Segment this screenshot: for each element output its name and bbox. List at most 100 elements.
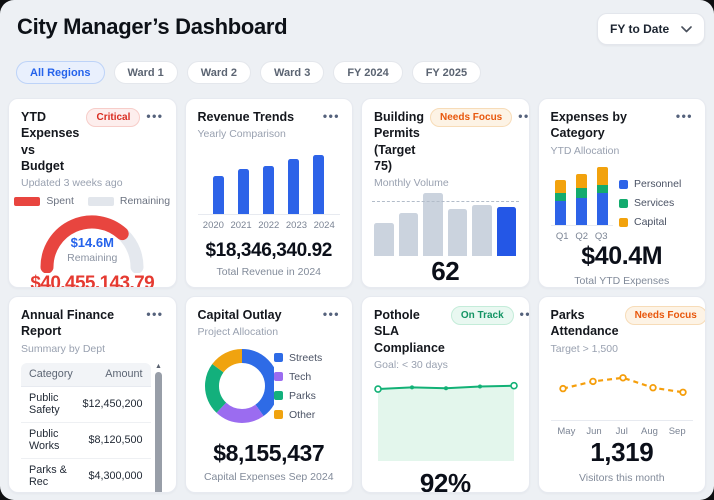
card-building-permits: Building Permits (Target 75) Needs Focus… (361, 98, 530, 288)
segment-capital (576, 174, 588, 188)
legend-item: Tech (274, 371, 338, 383)
bar-column (256, 166, 281, 215)
revenue-bar (263, 166, 275, 215)
segment-services (576, 187, 588, 199)
gauge-arc (40, 215, 144, 273)
x-tick-label: May (557, 425, 576, 437)
card-title: Parks Attendance (550, 308, 619, 339)
filter-chip-fy-2024[interactable]: FY 2024 (333, 61, 403, 84)
legend-swatch (274, 391, 283, 401)
filter-chip-fy-2025[interactable]: FY 2025 (411, 61, 482, 84)
table-row: Public Safety $12,450,200 (21, 386, 151, 423)
legend-item: Streets (274, 352, 338, 364)
more-menu-icon[interactable]: ••• (146, 109, 164, 123)
filter-chip-ward-1[interactable]: Ward 1 (113, 61, 178, 84)
stacked-x-axis-labels: Q1 Q2 Q3 (551, 231, 614, 242)
legend-item: Capital (619, 216, 693, 228)
revenue-x-axis-labels: 2020 2021 2022 2023 2024 (198, 220, 341, 231)
x-tick-label: Q1 (555, 230, 569, 242)
x-tick-label: Aug (641, 425, 658, 437)
legend-label: Personnel (634, 178, 682, 190)
period-select-button[interactable]: FY to Date (597, 13, 706, 45)
kpi-value: 1,319 (590, 436, 654, 467)
legend-swatch (619, 217, 628, 227)
kpi-value: 62 (431, 256, 460, 287)
status-badge-needs-focus: Needs Focus (430, 108, 513, 127)
filter-chip-ward-3[interactable]: Ward 3 (260, 61, 325, 84)
x-axis-line (550, 419, 693, 421)
legend-label: Remaining (119, 195, 171, 207)
stacked-bar (555, 180, 567, 225)
legend-item: Other (274, 409, 338, 421)
legend-label: Tech (289, 370, 312, 383)
capital-legend: Streets Tech Parks Other (274, 352, 338, 421)
more-menu-icon[interactable]: ••• (518, 110, 528, 122)
more-menu-icon[interactable]: ••• (675, 109, 693, 123)
filter-chip-ward-2[interactable]: Ward 2 (186, 61, 252, 84)
x-tick-label: 2023 (285, 220, 308, 232)
attendance-line-chart: May Jun Jul Aug Sep (550, 365, 693, 437)
more-menu-icon[interactable]: ••• (146, 307, 164, 321)
kpi-value: $40.4M (581, 241, 663, 270)
x-tick-label: Q2 (575, 230, 589, 242)
card-subtitle: Yearly Comparison (197, 128, 286, 141)
permit-bar (398, 213, 419, 257)
card-title: YTD Expenses vs Budget (21, 110, 80, 173)
permit-bar (472, 205, 492, 257)
x-tick-label: Sep (668, 425, 686, 437)
cell-category: Public Works (29, 428, 60, 452)
table-row: Parks & Rec $4,300,000 (21, 458, 151, 492)
segment-personnel (555, 201, 567, 225)
x-tick-label: 2024 (313, 220, 335, 232)
scrollbar-thumb[interactable] (155, 371, 162, 492)
sla-area-chart (374, 379, 518, 468)
legend-label: Parks (289, 389, 316, 402)
more-menu-icon[interactable]: ••• (322, 109, 340, 123)
x-tick-label: Q3 (594, 230, 608, 242)
gauge-center-text: $14.6M Remaining (21, 235, 164, 264)
revenue-bar (238, 169, 250, 215)
x-tick-label: Jun (586, 425, 602, 437)
permit-bar (423, 193, 443, 257)
permit-bar (374, 222, 394, 257)
kpi-value: $18,346,340.92 (205, 240, 333, 261)
legend-item: Remaining (87, 195, 171, 207)
filter-chip-all-regions[interactable]: All Regions (16, 61, 105, 84)
budget-gauge-chart: $14.6M Remaining (21, 209, 164, 273)
table-header-row: Category Amount (21, 362, 151, 387)
legend-swatch (87, 196, 114, 206)
stacked-bar (576, 174, 588, 225)
revenue-bar-chart (197, 150, 340, 216)
kpi-caption: Capital Expenses Sep 2024 (203, 471, 334, 483)
x-tick-label: Jul (615, 425, 628, 437)
gauge-legend: Spent Remaining (14, 195, 170, 207)
more-menu-icon[interactable]: ••• (322, 307, 340, 321)
column-header-category: Category (29, 368, 73, 380)
legend-label: Spent (46, 195, 74, 207)
category-legend: Personnel Services Capital (619, 178, 693, 228)
card-subtitle: Monthly Volume (374, 177, 449, 189)
card-subtitle: Project Allocation (197, 326, 279, 339)
revenue-bar (213, 176, 225, 215)
card-title: Expenses by Category (550, 110, 627, 141)
cell-amount: $8,120,500 (88, 434, 143, 446)
segment-personnel (597, 193, 609, 225)
kpi-value: 92% (419, 467, 471, 493)
segment-personnel (576, 198, 588, 225)
revenue-bar (313, 154, 325, 215)
column-header-amount: Amount (105, 368, 143, 380)
card-subtitle: Updated 3 weeks ago (21, 177, 123, 189)
permits-bar-chart (372, 193, 519, 257)
legend-swatch (14, 196, 41, 206)
card-title: Building Permits (Target 75) (374, 110, 424, 173)
kpi-value: $8,155,437 (213, 440, 325, 466)
more-menu-icon[interactable]: ••• (520, 308, 529, 320)
scroll-up-icon[interactable]: ▲ (155, 362, 162, 370)
legend-swatch (274, 353, 283, 363)
kpi-caption: Total YTD Expenses (574, 274, 670, 287)
stacked-bar (597, 166, 609, 225)
legend-swatch (274, 410, 283, 420)
kpi-caption: Visitors this month (578, 471, 665, 484)
segment-services (555, 192, 567, 202)
table-row: Public Works $8,120,500 (21, 422, 151, 459)
